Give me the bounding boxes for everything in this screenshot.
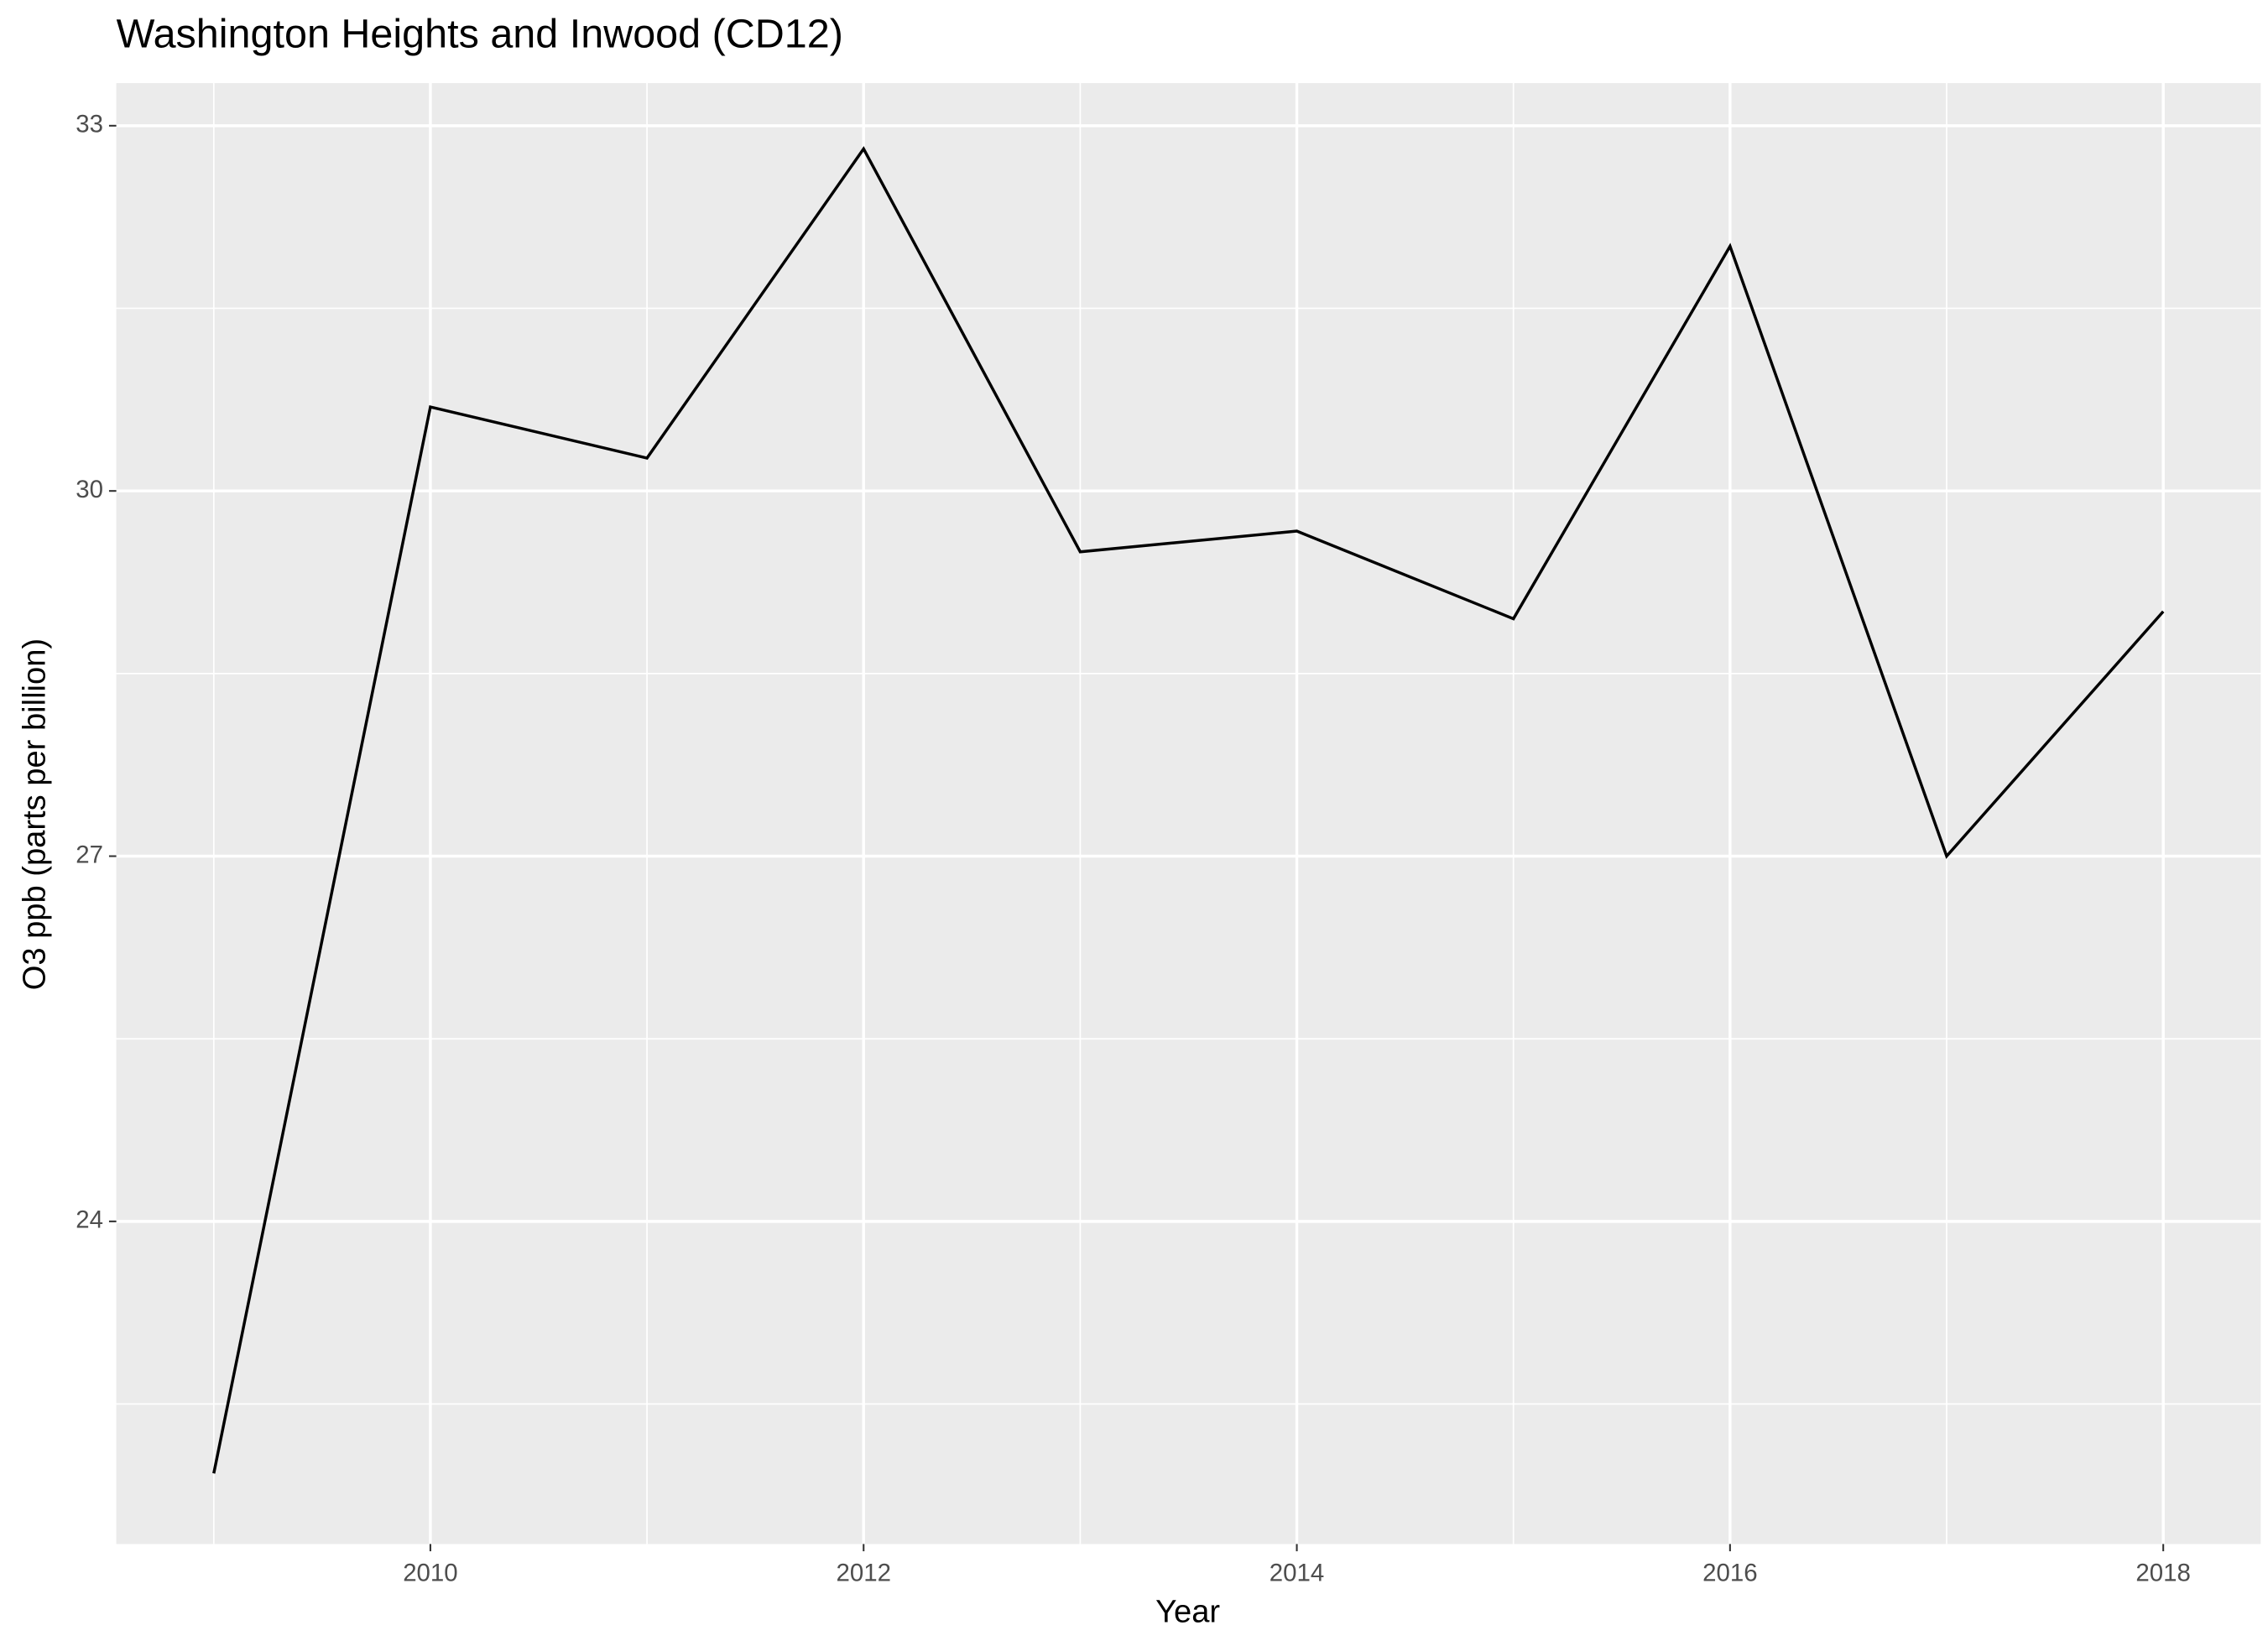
- x-axis-label: Year: [1155, 1595, 1220, 1630]
- data-line: [212, 146, 2165, 1474]
- y-axis-label: O3 ppb (parts per billion): [17, 638, 52, 990]
- x-tick-label: 2014: [1270, 1560, 1325, 1587]
- panel: [116, 83, 2261, 1544]
- x-tick-label: 2010: [403, 1560, 458, 1587]
- x-tick-label: 2018: [2135, 1560, 2191, 1587]
- y-tick-label: 30: [76, 476, 103, 503]
- chart-title: Washington Heights and Inwood (CD12): [117, 11, 843, 56]
- x-tick-label: 2012: [836, 1560, 890, 1587]
- y-tick-label: 27: [76, 841, 103, 868]
- x-tick-label: 2016: [1702, 1560, 1758, 1587]
- y-tick-label: 33: [76, 111, 103, 138]
- y-tick-label: 24: [76, 1206, 103, 1234]
